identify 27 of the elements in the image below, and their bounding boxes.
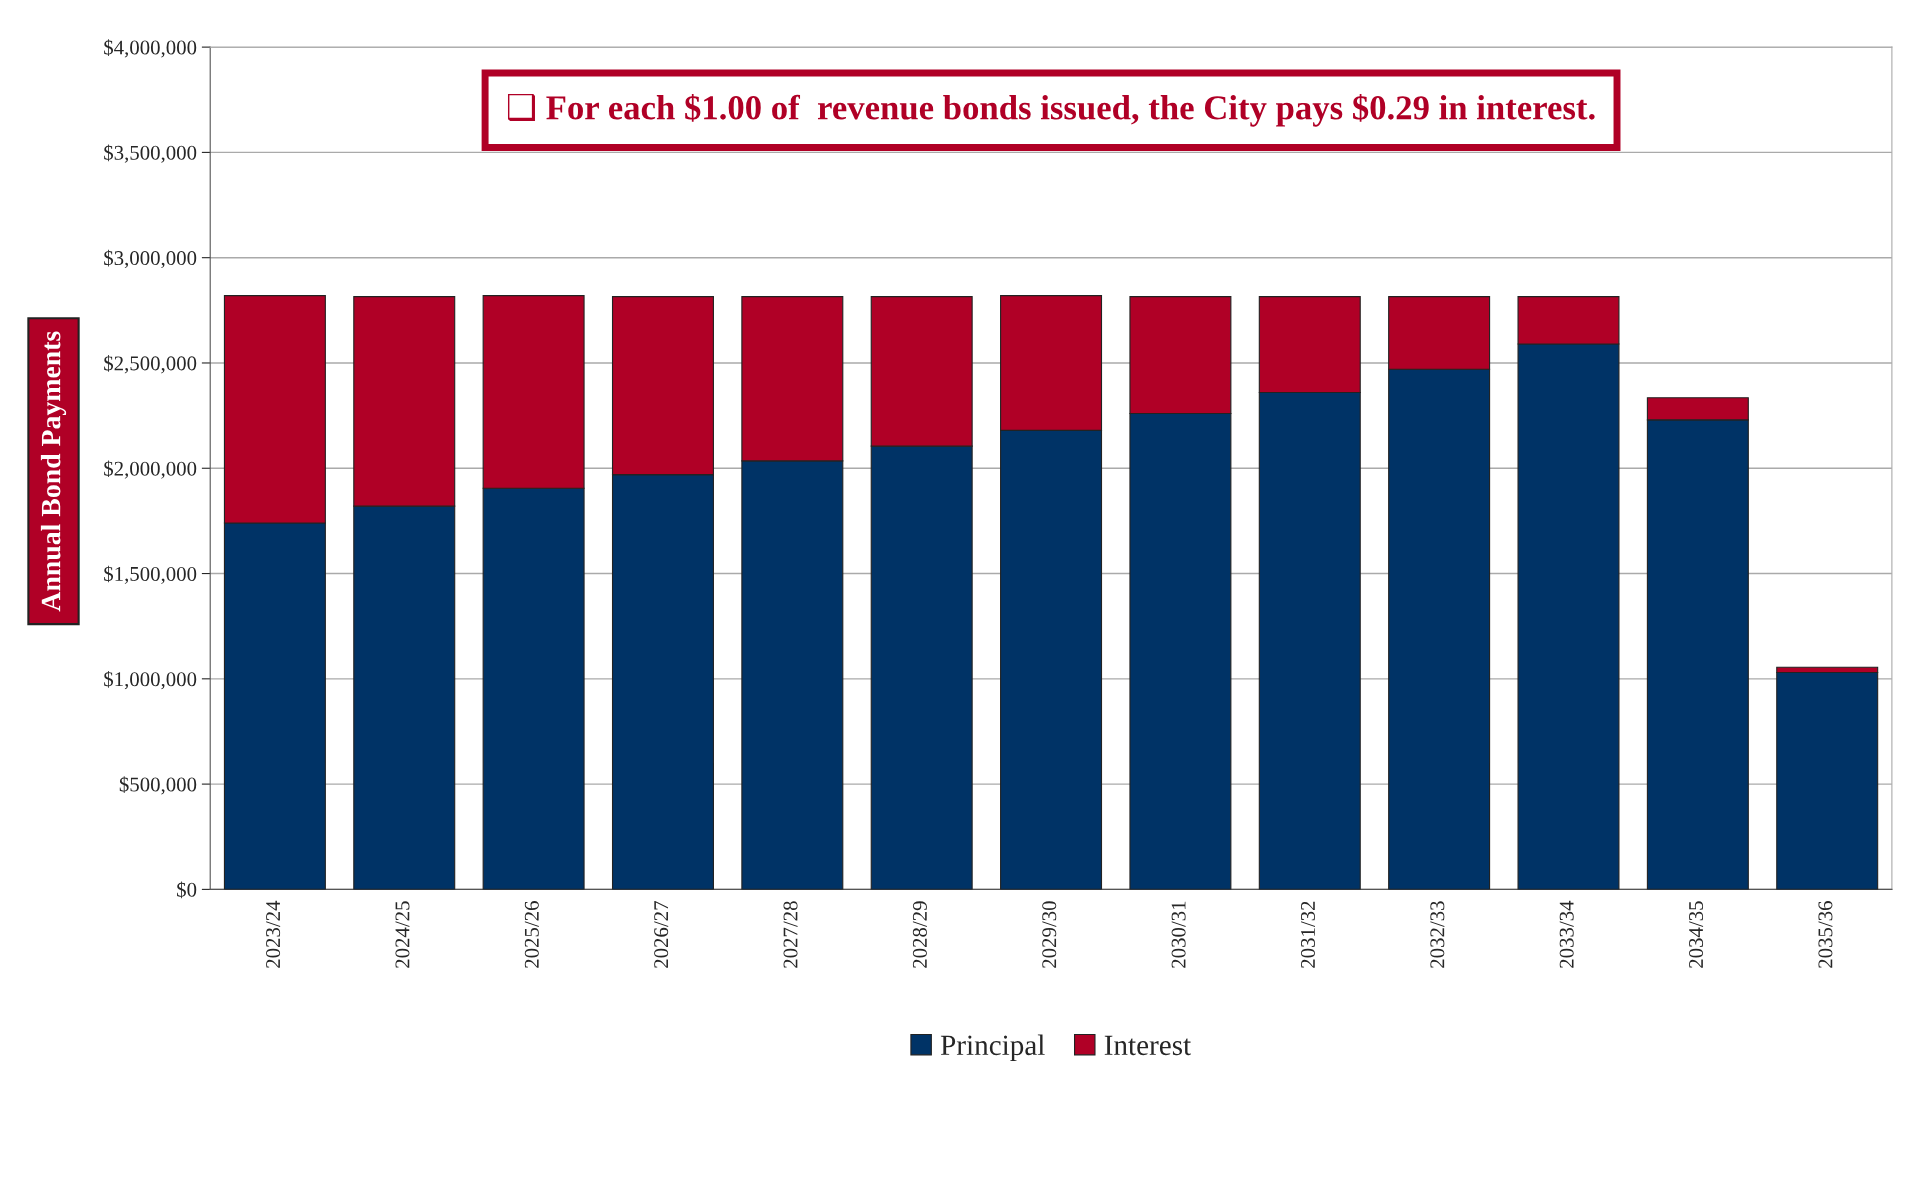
legend-label: Principal: [940, 1034, 1045, 1062]
x-tick-label: 2030/31: [1171, 901, 1186, 968]
y-tick-label: $1,500,000: [104, 565, 197, 584]
y-tick-label: $500,000: [119, 776, 197, 795]
x-tick-label: 2034/35: [1689, 901, 1704, 968]
bar: [1776, 671, 1879, 890]
x-tick-label: 2032/33: [1430, 901, 1445, 968]
y-tick-label: $2,500,000: [104, 355, 197, 374]
x-tick-label: 2024/25: [395, 901, 410, 968]
y-axis-title: Annual Bond Payments: [40, 331, 67, 612]
x-tick-label: 2025/26: [524, 901, 539, 968]
y-tick-label: $3,500,000: [104, 144, 197, 163]
x-tick-label: 2035/36: [1818, 901, 1833, 968]
x-tick-label: 2023/24: [266, 900, 281, 968]
x-tick-label: 2027/28: [783, 901, 798, 968]
legend-label: Interest: [1104, 1035, 1192, 1056]
y-tick-label: $0: [177, 881, 197, 899]
x-tick-label: 2029/30: [1042, 901, 1057, 968]
y-tick-label: $1,000,000: [104, 670, 197, 690]
x-tick-label: 2031/32: [1300, 901, 1315, 968]
x-tick-label: 2026/27: [654, 901, 669, 968]
y-tick-label: $2,000,000: [104, 460, 197, 479]
y-tick-label: $4,000,000: [104, 39, 197, 58]
x-tick-label: 2028/29: [912, 901, 927, 968]
y-tick-label: $3,000,000: [104, 249, 197, 269]
annotation: ❑ For each $1.00 of revenue bonds issued, the City pays $0.29 in interest.: [507, 93, 1595, 127]
x-tick-label: 2033/34: [1559, 900, 1574, 968]
